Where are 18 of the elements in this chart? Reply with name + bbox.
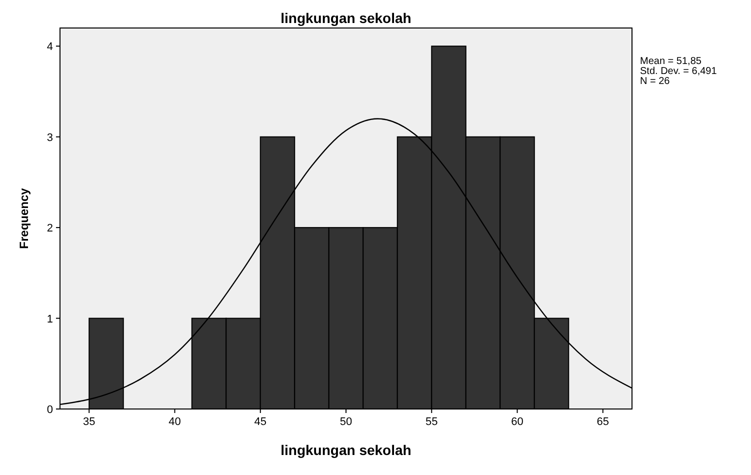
x-tick-label: 35 (82, 416, 96, 428)
x-tick-label: 60 (511, 416, 524, 428)
text: Std. Dev. = 6,491 (640, 66, 718, 77)
y-tick-label: 3 (46, 132, 53, 144)
y-tick-label: 0 (46, 404, 53, 416)
x-tick-label: 50 (340, 416, 352, 428)
chart-title: lingkungan sekolah (280, 10, 412, 26)
y-tick-label: 4 (46, 41, 53, 54)
text: N = 26 (640, 76, 670, 87)
x-axis-title: lingkungan sekolah (280, 442, 412, 458)
text: Mean = 51,85 (640, 56, 702, 67)
y-tick-label: 1 (46, 313, 53, 326)
y-tick-label: 2 (46, 222, 53, 235)
x-tick-label: 55 (426, 416, 438, 428)
x-tick-label: 40 (168, 416, 181, 428)
y-axis-title: Frequency (17, 188, 31, 249)
x-tick-label: 45 (254, 416, 266, 428)
x-tick-label: 65 (596, 416, 610, 428)
